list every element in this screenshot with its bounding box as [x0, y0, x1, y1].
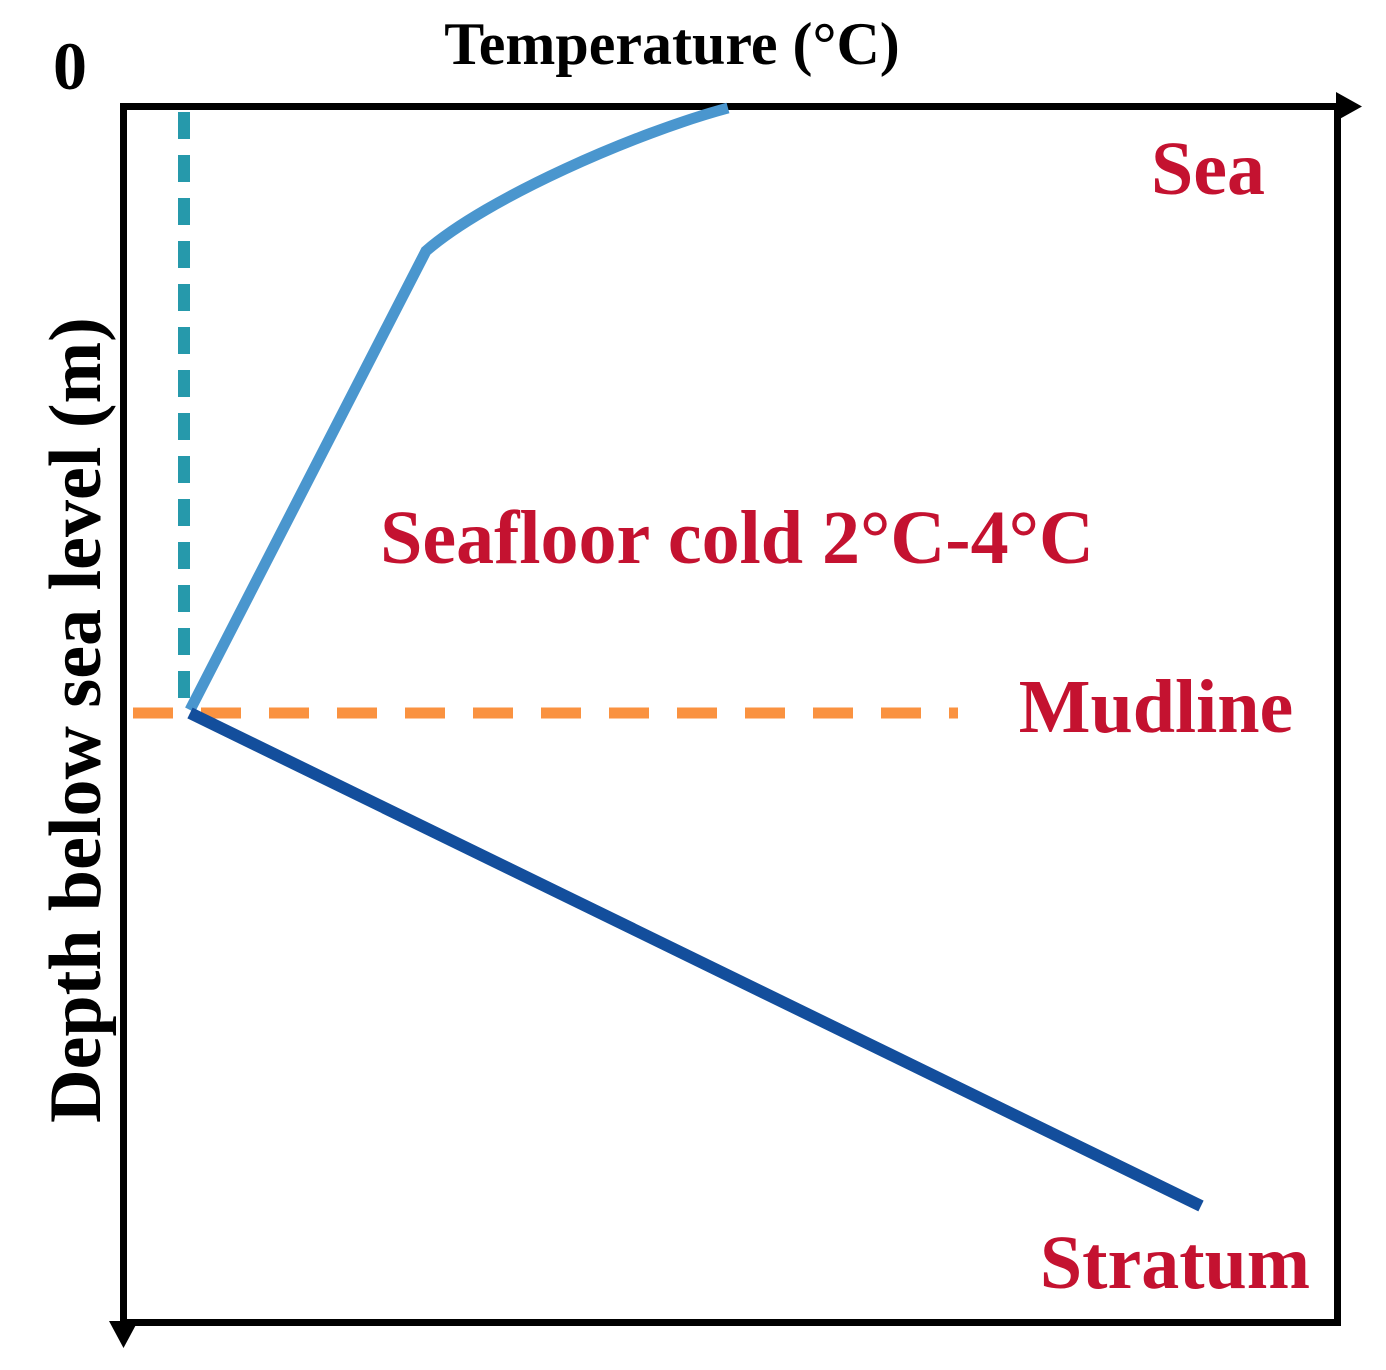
stratum-gradient-line	[187, 707, 1204, 1212]
x-axis-title: Temperature (°C)	[444, 11, 900, 77]
annotation-sea: Sea	[1151, 127, 1265, 211]
x-axis-arrowhead-icon	[1336, 92, 1362, 121]
annotation-seafloor-cold: Seafloor cold 2°C-4°C	[380, 496, 1094, 580]
sea-temperature-curve	[185, 102, 730, 713]
annotation-mudline: Mudline	[1018, 665, 1294, 749]
y-axis-arrowhead-icon	[109, 1321, 138, 1348]
y-axis-title: Depth below sea level (m)	[35, 317, 117, 1123]
origin-tick-label: 0	[53, 28, 87, 104]
plot-box-border	[120, 103, 1341, 1326]
annotation-stratum: Stratum	[1039, 1221, 1311, 1305]
